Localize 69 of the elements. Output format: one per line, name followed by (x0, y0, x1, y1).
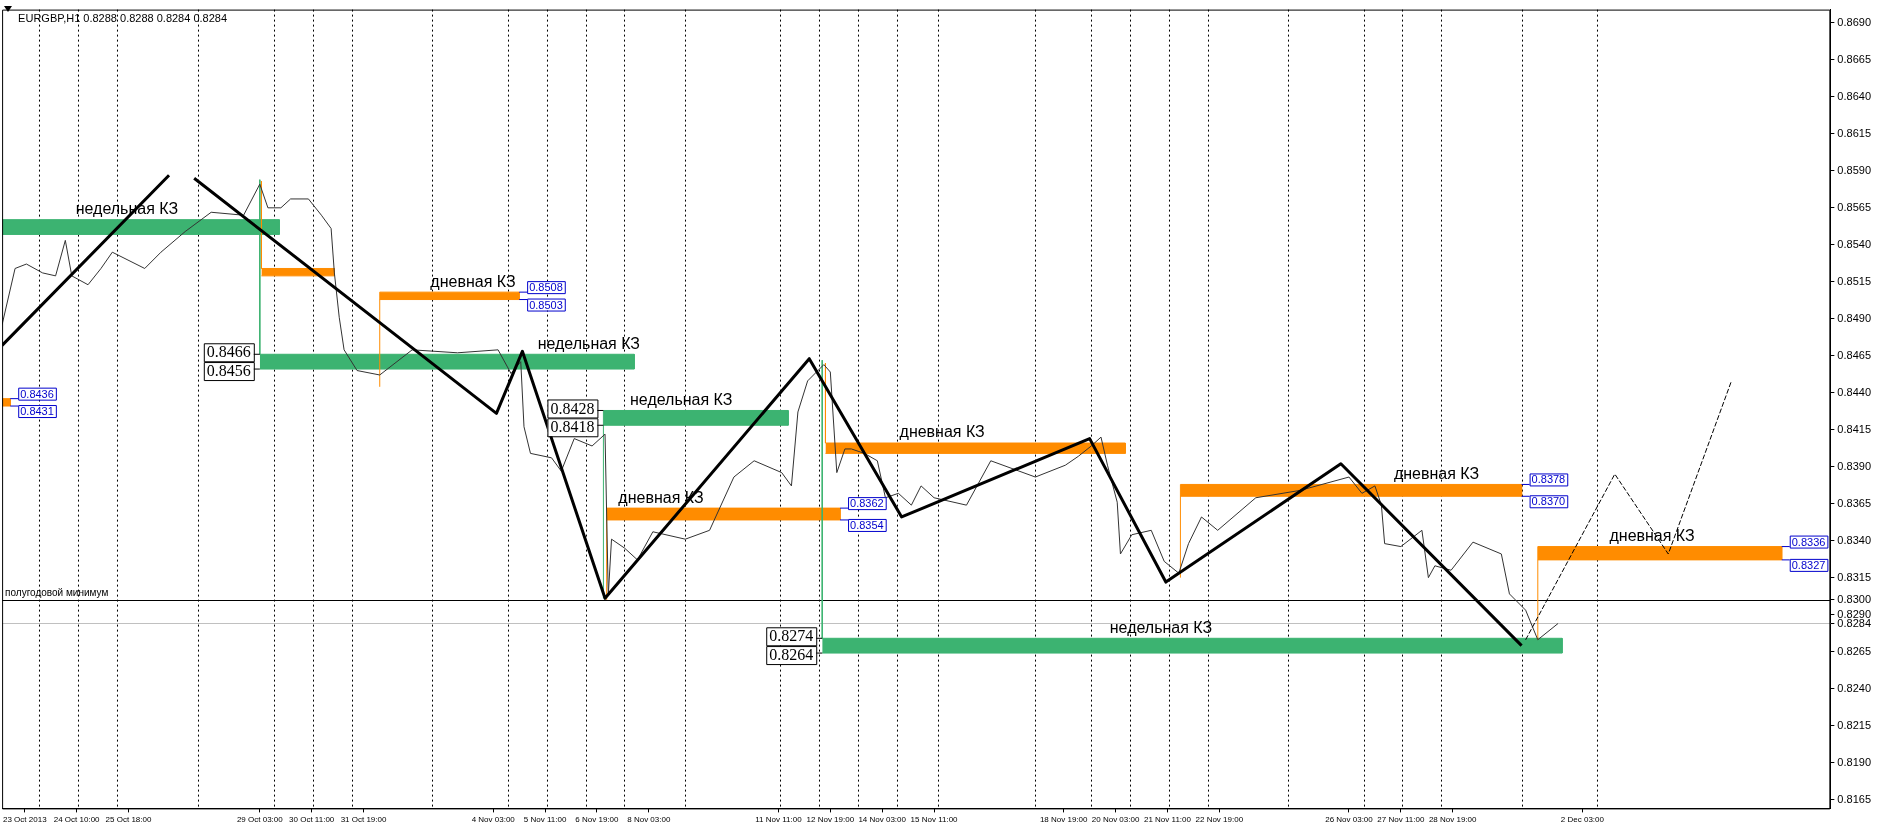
x-tick-label: 29 Oct 03:00 (236, 815, 284, 825)
x-tick-label: 21 Nov 11:00 (1143, 815, 1192, 825)
y-tick-label: 0.8640 (1837, 89, 1872, 102)
annotation: 0.8362 (850, 497, 884, 510)
x-tick-label: 8 Nov 03:00 (627, 815, 671, 825)
y-tick-label: 0.8265 (1837, 644, 1872, 657)
annotation: 0.8354 (850, 518, 884, 531)
y-tick-label: 0.8615 (1837, 126, 1872, 139)
y-tick-label: 0.8365 (1837, 496, 1872, 509)
x-tick-label: 4 Nov 03:00 (471, 815, 516, 825)
y-tick-label: 0.8690 (1837, 15, 1872, 28)
annotation: 0.8327 (1791, 558, 1826, 571)
annotation: 0.8466 (206, 343, 251, 361)
y-tick-label: 0.8165 (1837, 792, 1872, 805)
x-tick-label: 20 Nov 03:00 (1091, 815, 1140, 825)
x-tick-label: 27 Nov 11:00 (1377, 815, 1425, 825)
annotation: 0.8336 (1791, 535, 1826, 548)
y-tick-label: 0.8240 (1837, 681, 1872, 694)
x-tick-label: 31 Oct 19:00 (340, 815, 387, 825)
y-tick-label: 0.8215 (1837, 718, 1872, 731)
x-tick-label: 14 Nov 03:00 (858, 815, 907, 825)
annotation: 0.8508 (529, 281, 563, 294)
x-tick-label: 2 Dec 03:00 (1560, 815, 1605, 825)
y-tick-label: 0.8340 (1837, 533, 1872, 546)
annotation: дневная КЗ (899, 423, 985, 441)
x-tick-label: 28 Nov 19:00 (1428, 815, 1478, 825)
annotation: дневная КЗ (430, 272, 516, 290)
annotation: 0.8274 (769, 627, 814, 645)
y-tick-label: 0.8315 (1837, 570, 1872, 583)
x-tick-label: 30 Oct 11:00 (289, 815, 335, 825)
y-tick-label: 0.8590 (1837, 163, 1872, 176)
annotation: 0.8378 (1531, 473, 1566, 486)
annotation: 0.8436 (20, 387, 54, 400)
chart-title: EURGBP,H1 0.8288 0.8288 0.8284 0.8284 (18, 12, 228, 25)
y-tick-label: 0.8390 (1837, 459, 1872, 472)
annotation: 0.8264 (769, 646, 814, 664)
annotation: недельная КЗ (1109, 618, 1213, 636)
y-tick-label: 0.8465 (1837, 348, 1872, 361)
x-tick-label: 22 Nov 19:00 (1195, 815, 1244, 825)
x-tick-label: 12 Nov 19:00 (806, 815, 855, 825)
annotation: 0.8503 (529, 298, 563, 311)
ref-line-label: полугодовой минимум (5, 586, 109, 598)
y-tick-label: 0.8515 (1837, 274, 1872, 287)
x-tick-label: 5 Nov 11:00 (523, 815, 567, 825)
y-tick-label: 0.8415 (1837, 422, 1872, 435)
annotation: 0.8431 (20, 405, 54, 418)
annotation: 0.8428 (550, 399, 595, 417)
annotation: дневная КЗ (1609, 526, 1695, 544)
y-tick-label: 0.8300 (1837, 592, 1872, 605)
y-tick-label: 0.8540 (1837, 237, 1872, 250)
y-tick-label: 0.8440 (1837, 385, 1872, 398)
x-tick-label: 25 Oct 18:00 (105, 815, 152, 825)
annotation: недельная КЗ (630, 390, 733, 408)
y-tick-label: 0.8490 (1837, 311, 1872, 324)
annotation: 0.8456 (206, 362, 251, 380)
x-tick-label: 11 Nov 11:00 (755, 815, 803, 825)
y-tick-label: 0.8565 (1837, 200, 1872, 213)
y-tick-label: 0.8665 (1837, 52, 1872, 65)
x-tick-label: 18 Nov 19:00 (1039, 815, 1089, 825)
x-tick-label: 24 Oct 10:00 (53, 815, 101, 825)
x-tick-label: 6 Nov 19:00 (575, 815, 620, 825)
x-tick-label: 15 Nov 11:00 (910, 815, 959, 825)
annotation: 0.8370 (1531, 495, 1566, 508)
x-tick-label: 23 Oct 2013 (3, 815, 48, 825)
annotation: дневная КЗ (1393, 464, 1480, 482)
x-tick-label: 26 Nov 03:00 (1325, 815, 1374, 825)
annotation: недельная КЗ (537, 334, 641, 352)
y-tick-label: 0.8190 (1837, 755, 1872, 768)
annotation: 0.8418 (550, 418, 595, 436)
